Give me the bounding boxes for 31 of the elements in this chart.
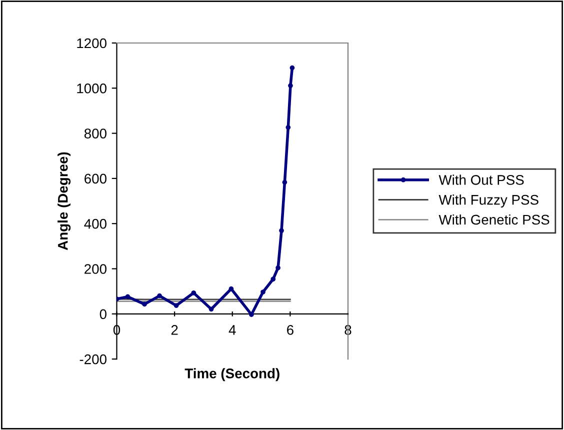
x-tick-label: 2 [171,325,178,335]
legend-label: With Genetic PSS [438,214,550,225]
y-tick-label: 400 [84,218,106,229]
point [191,290,196,296]
point [157,293,162,298]
point [125,294,130,300]
y-tick-label: 1200 [77,38,106,48]
legend-label: With Out PSS [438,174,524,185]
y-tick-label: -200 [80,354,106,364]
point [282,180,288,185]
y-tick-label: 600 [84,174,106,184]
point [286,125,291,130]
point [228,286,234,292]
point [270,276,276,282]
point [208,306,214,312]
legend-label: With Fuzzy PSS [438,194,538,208]
y-axis-title: Angle (Degree) [58,152,71,250]
point [142,302,147,307]
point [260,290,266,294]
point [288,83,293,88]
point [276,265,280,270]
y-tick-label: 800 [84,128,106,138]
x-axis-title: Time (Second) [184,368,280,382]
y-tick-label: 200 [84,264,106,274]
y-tick-label: 1000 [77,83,106,94]
point [279,228,284,234]
x-tick-label: 4 [228,325,236,335]
y-tick-label: 0 [100,309,106,320]
point [174,303,179,308]
x-tick-label: 6 [287,325,294,335]
point [290,65,295,70]
